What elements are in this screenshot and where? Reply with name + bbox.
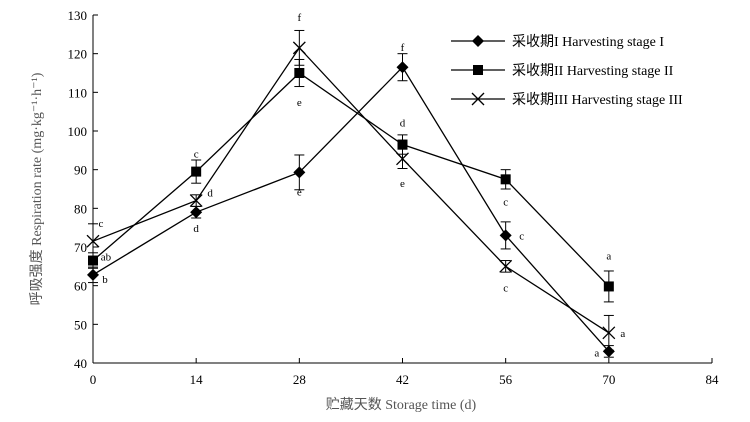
diamond-marker	[190, 206, 203, 219]
diamond-marker	[472, 35, 484, 47]
square-marker	[473, 65, 483, 75]
x-marker-stroke	[471, 92, 485, 106]
significance-label: d	[193, 223, 199, 235]
x-marker	[86, 234, 100, 248]
x-marker	[499, 259, 513, 273]
x-marker	[189, 194, 203, 208]
x-marker-stroke	[499, 259, 513, 273]
legend-label: 采收期I Harvesting stage I	[512, 34, 664, 50]
x-tick-label: 84	[706, 372, 720, 387]
y-tick-label: 60	[74, 279, 87, 294]
x-marker-stroke	[396, 152, 409, 166]
x-tick-label: 70	[602, 372, 615, 387]
diamond-marker	[87, 268, 99, 281]
x-marker-stroke	[86, 234, 100, 248]
significance-label: ab	[101, 252, 112, 264]
significance-label: f	[297, 12, 301, 24]
series-line	[92, 46, 610, 334]
square-marker	[500, 174, 511, 185]
x-tick-label: 14	[190, 372, 204, 387]
x-marker	[471, 92, 485, 106]
significance-label: b	[102, 274, 108, 286]
significance-label: c	[503, 282, 508, 294]
significance-label: e	[297, 186, 302, 198]
x-marker	[602, 326, 616, 340]
x-marker	[396, 152, 409, 166]
significance-label: c	[503, 196, 508, 208]
square-marker	[294, 68, 305, 78]
legend-item: 采收期III Harvesting stage III	[451, 92, 683, 108]
y-tick-label: 90	[74, 163, 87, 178]
x-tick-label: 28	[293, 372, 306, 387]
series-3: c d f e c a	[86, 12, 625, 351]
series-1: b d e f c a	[87, 42, 615, 359]
y-tick-label: 120	[68, 47, 88, 62]
x-tick-label: 0	[90, 372, 97, 387]
significance-label: a	[606, 250, 611, 262]
y-axis-title: 呼吸强度 Respiration rate (mg·kg⁻¹·h⁻¹)	[29, 72, 45, 305]
square-marker	[397, 139, 408, 150]
legend-item: 采收期I Harvesting stage I	[451, 34, 664, 50]
y-tick-label: 130	[68, 8, 88, 23]
significance-label: c	[519, 230, 524, 242]
x-marker-stroke	[189, 194, 203, 208]
diamond-marker	[602, 345, 615, 358]
ticks: 40 50 60 70 80 90 100 110 120 130 0 14 28 42 56 70 84	[68, 8, 720, 387]
series-group: b d e f c a ab c e d c a c d f e c a	[86, 12, 625, 359]
square-marker	[603, 281, 614, 292]
y-tick-label: 50	[74, 317, 87, 332]
series-line	[92, 66, 610, 352]
diamond-marker	[499, 229, 512, 242]
x-tick-label: 56	[499, 372, 513, 387]
x-marker	[292, 41, 306, 55]
diamond-marker	[396, 61, 409, 74]
significance-label: d	[400, 118, 406, 130]
square-marker	[191, 166, 202, 177]
y-tick-label: 100	[68, 124, 88, 139]
significance-label: e	[297, 97, 302, 109]
x-axis-title: 贮藏天数 Storage time (d)	[326, 397, 477, 413]
square-marker	[88, 255, 98, 266]
significance-label: c	[194, 149, 199, 161]
y-tick-label: 80	[74, 201, 87, 216]
series-2: ab c e d c a	[88, 58, 614, 303]
y-tick-label: 110	[68, 85, 87, 100]
series-line	[92, 72, 610, 287]
x-marker-stroke	[602, 326, 616, 340]
y-tick-label: 70	[74, 240, 87, 255]
legend-label: 采收期III Harvesting stage III	[512, 92, 683, 108]
significance-label: c	[99, 218, 104, 230]
legend-item: 采收期II Harvesting stage II	[451, 63, 674, 79]
x-marker-stroke	[292, 41, 306, 55]
y-tick-label: 40	[74, 356, 87, 371]
significance-label: a	[620, 328, 625, 340]
significance-label: a	[594, 347, 599, 359]
significance-label: f	[401, 42, 405, 54]
diamond-marker	[293, 166, 306, 179]
significance-label: d	[207, 188, 213, 200]
legend-label: 采收期II Harvesting stage II	[512, 63, 674, 79]
x-tick-label: 42	[396, 372, 409, 387]
legend: 采收期I Harvesting stage I 采收期II Harvesting …	[451, 34, 683, 108]
significance-label: e	[400, 178, 405, 190]
